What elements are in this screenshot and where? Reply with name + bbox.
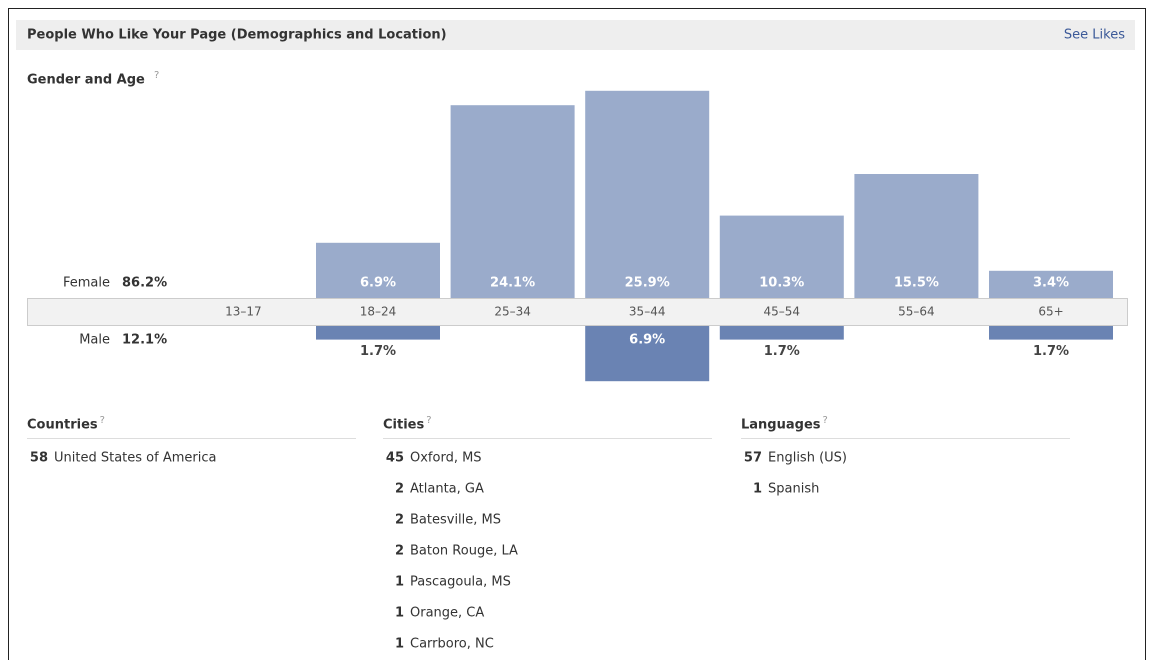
item-name: Carrboro, NC [410,637,494,652]
item-name: Spanish [768,482,819,497]
help-mark[interactable]: ? [154,70,159,81]
bar [719,215,844,298]
x-tick-label: 35–44 [629,305,666,319]
bar [585,90,710,298]
series-name: Female [63,276,110,291]
item-name: Baton Rouge, LA [410,544,518,559]
item-name: United States of America [54,451,216,466]
list-title: Cities [383,418,424,433]
age-band [27,298,1128,326]
item-count: 2 [395,482,404,497]
list-title: Countries [27,418,98,433]
item-count: 45 [386,451,404,466]
bar [450,105,575,298]
list-title: Languages [741,418,821,433]
item-count: 2 [395,513,404,528]
item-name: Atlanta, GA [410,482,484,497]
value-label: 1.7% [360,344,396,359]
help-mark: ? [426,415,431,426]
bar [989,270,1113,298]
bar [585,326,710,382]
item-name: Orange, CA [410,606,484,621]
item-count: 58 [30,451,48,466]
item-count: 1 [395,606,404,621]
x-tick-label: 55–64 [898,305,935,319]
panel-border [8,8,1146,660]
header-bar [16,20,1135,50]
value-label: 3.4% [1033,276,1069,291]
item-count: 57 [744,451,762,466]
item-name: English (US) [768,451,847,466]
value-label: 1.7% [1033,344,1069,359]
bar [854,174,979,298]
bar [719,326,844,340]
value-label: 6.9% [360,276,396,291]
bar [989,326,1113,340]
series-total: 86.2% [122,276,167,291]
help-mark: ? [100,415,105,426]
item-name: Pascagoula, MS [410,575,511,590]
help-mark: ? [823,415,828,426]
bar [316,326,440,340]
item-count: 2 [395,544,404,559]
x-tick-label: 25–34 [494,305,531,319]
x-tick-label: 65+ [1038,305,1063,319]
value-label: 1.7% [764,344,800,359]
header-title: People Who Like Your Page (Demographics … [27,28,447,43]
see-likes-link[interactable]: See Likes [1064,28,1125,43]
item-count: 1 [395,575,404,590]
bar [316,242,440,298]
item-name: Batesville, MS [410,513,501,528]
value-label: 10.3% [759,276,804,291]
x-tick-label: 18–24 [360,305,397,319]
value-label: 24.1% [490,276,535,291]
series-total: 12.1% [122,333,167,348]
item-count: 1 [753,482,762,497]
item-name: Oxford, MS [410,451,482,466]
value-label: 15.5% [894,276,939,291]
x-tick-label: 45–54 [764,305,801,319]
value-label: 6.9% [629,333,665,348]
x-tick-label: 13–17 [225,305,262,319]
item-count: 1 [395,637,404,652]
series-name: Male [79,333,110,348]
chart-title: Gender and Age [27,73,145,88]
value-label: 25.9% [625,276,670,291]
